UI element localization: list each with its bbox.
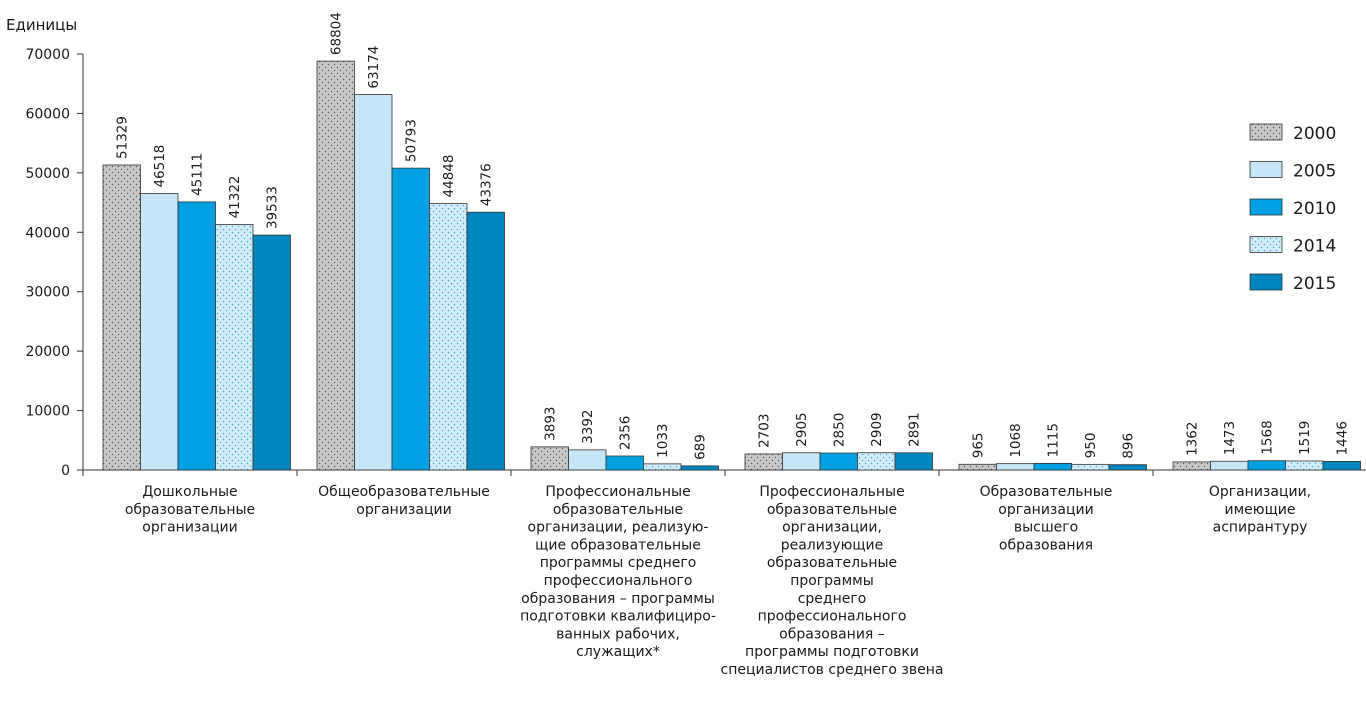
y-tick-label: 50000 [25, 166, 70, 182]
bar [680, 465, 719, 471]
bar [1210, 460, 1249, 471]
bar [1108, 464, 1147, 471]
data-label: 2905 [794, 412, 810, 446]
data-label: 2356 [618, 416, 634, 450]
bars [102, 60, 1361, 471]
y-axis-label: Единицы [6, 16, 77, 34]
data-label: 68804 [329, 12, 345, 55]
y-tick-label: 0 [61, 463, 70, 479]
bar [1247, 460, 1286, 471]
legend-label: 2015 [1293, 274, 1336, 294]
legend-swatch [1249, 273, 1283, 291]
bar [391, 167, 430, 471]
data-label: 43376 [479, 163, 495, 206]
bar [1285, 460, 1324, 471]
legend-label: 2000 [1293, 124, 1336, 144]
data-label: 3893 [543, 407, 559, 441]
axes: 0 10000 20000 30000 40000 50000 60000 70000 [25, 47, 1366, 479]
data-label: 63174 [366, 46, 382, 89]
bar [354, 94, 393, 471]
bar [894, 452, 933, 471]
bar [643, 463, 682, 471]
bar [857, 452, 896, 471]
bar [177, 201, 216, 471]
bar [1071, 463, 1110, 471]
data-label: 1473 [1222, 421, 1238, 455]
data-label: 46518 [152, 145, 168, 188]
data-label: 2909 [869, 412, 885, 446]
y-tick-label: 70000 [25, 47, 70, 63]
bar [958, 463, 997, 471]
data-label: 50793 [404, 119, 420, 162]
legend-label: 2005 [1293, 162, 1336, 182]
bar [819, 452, 858, 471]
x-tick-label: Образовательные организации высшего образов… [980, 484, 1113, 553]
data-label: 41322 [227, 175, 243, 218]
bar [466, 211, 505, 471]
x-tick-label: Профессиональные образовательные организац… [520, 484, 716, 660]
data-label: 39533 [265, 186, 281, 229]
data-label: 1033 [655, 424, 671, 458]
bar [102, 164, 141, 471]
data-label: 1519 [1297, 421, 1313, 455]
data-label: 51329 [115, 116, 131, 159]
bar [140, 193, 179, 471]
x-tick-label: Профессиональные образовательные организац… [721, 484, 944, 678]
x-tick-label: Организации, имеющие аспирантуру [1209, 484, 1311, 536]
data-label: 1115 [1046, 423, 1062, 457]
bar [605, 455, 644, 471]
x-tick-label: Общеобразовательные организации [318, 484, 490, 518]
category-labels: Дошкольные образовательные организации Обще… [125, 484, 1311, 678]
data-label: 950 [1083, 433, 1099, 459]
legend-label: 2010 [1293, 199, 1336, 219]
bar [782, 452, 821, 471]
bar [530, 446, 569, 471]
y-tick-label: 60000 [25, 106, 70, 122]
x-tick-label: Дошкольные образовательные организации [125, 484, 255, 536]
data-label: 689 [693, 434, 709, 460]
data-label: 2891 [907, 412, 923, 446]
data-label: 1568 [1260, 420, 1276, 454]
bar [252, 234, 291, 471]
legend: 2000 2005 2010 2014 2015 [1249, 123, 1336, 294]
legend-swatch [1249, 198, 1283, 216]
bar [1172, 461, 1211, 471]
data-label: 2703 [757, 414, 773, 448]
data-label: 44848 [441, 155, 457, 198]
legend-swatch [1249, 161, 1283, 178]
y-tick-label: 20000 [25, 344, 70, 360]
data-label: 896 [1121, 433, 1137, 459]
legend-label: 2014 [1293, 237, 1336, 257]
y-tick-label: 40000 [25, 225, 70, 241]
bar [215, 224, 254, 471]
bar [1322, 461, 1361, 471]
data-label: 2850 [832, 413, 848, 447]
y-tick-label: 30000 [25, 285, 70, 301]
data-label: 45111 [190, 153, 206, 196]
data-label: 1362 [1185, 422, 1201, 456]
legend-swatch [1249, 123, 1283, 141]
data-label: 1068 [1008, 423, 1024, 457]
bar [1033, 462, 1072, 471]
bar [568, 449, 607, 471]
value-labels: 51329 46518 45111 41322 39533 68804 63174 50793… [115, 12, 1351, 460]
bar [744, 453, 783, 471]
bar [996, 463, 1035, 471]
data-label: 1446 [1335, 421, 1351, 455]
y-tick-label: 10000 [25, 404, 70, 420]
data-label: 3392 [580, 409, 596, 443]
bar [316, 60, 355, 471]
bar [429, 203, 468, 471]
legend-swatch [1249, 236, 1283, 253]
data-label: 965 [971, 432, 987, 458]
